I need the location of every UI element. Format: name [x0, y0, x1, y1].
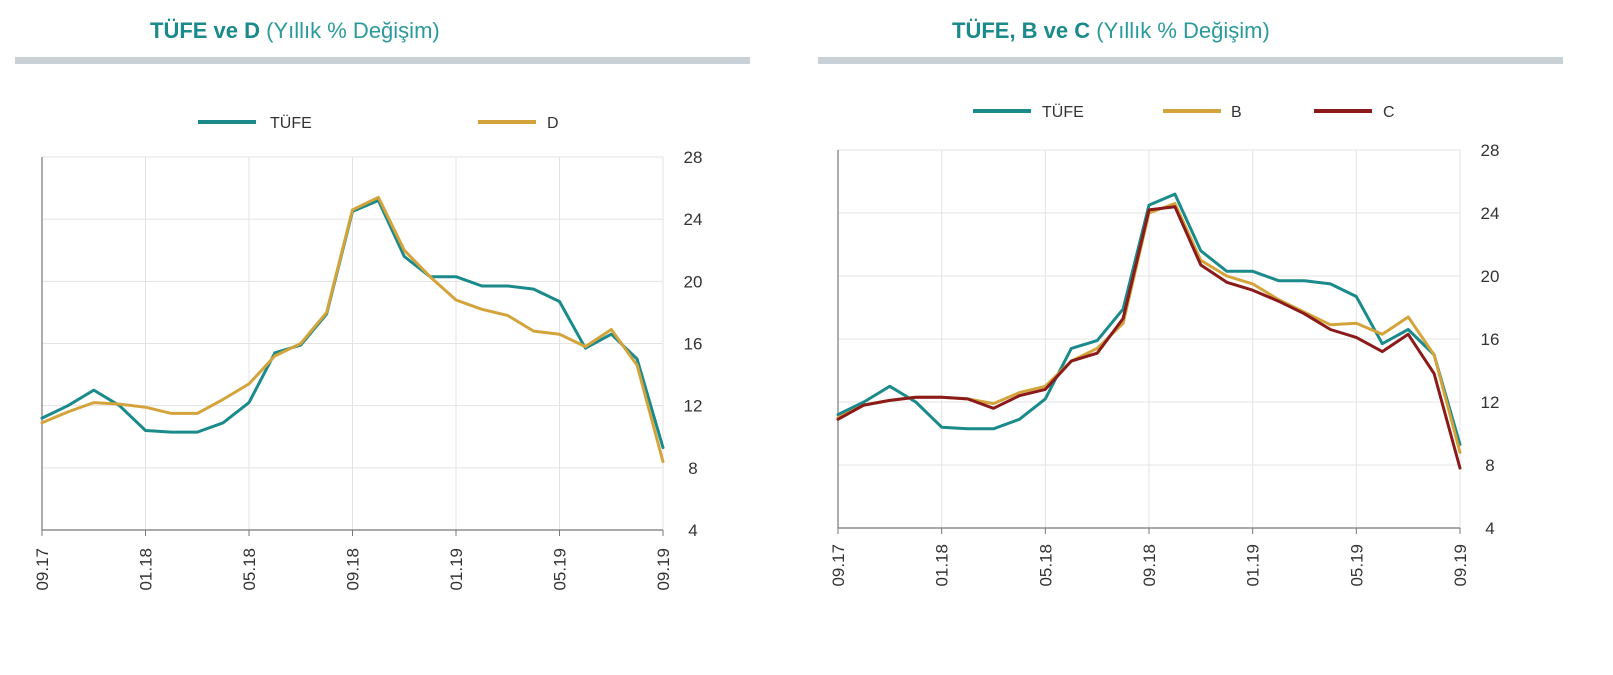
x-tick-label: 01.19	[1244, 544, 1263, 587]
y-tick-label: 12	[684, 397, 703, 416]
x-tick-label: 09.19	[654, 548, 673, 591]
title-divider	[818, 57, 1563, 64]
chart-panel-right: TÜFE, B ve C (Yıllık % Değişim) 4 8 12 16 20…	[818, 0, 1610, 675]
x-tick-label: 05.18	[1036, 544, 1055, 587]
x-tick-label: 09.17	[33, 548, 52, 591]
x-tick-label: 01.18	[933, 544, 952, 587]
x-tick-label: 09.19	[1451, 544, 1470, 587]
x-tick-label: 05.18	[240, 548, 259, 591]
chart-title-sub: (Yıllık % Değişim)	[260, 18, 440, 43]
series-line-d	[40, 195, 665, 464]
series-line-c	[836, 205, 1462, 470]
legend-label: TÜFE	[1042, 103, 1084, 121]
y-tick-label: 24	[1481, 204, 1500, 223]
y-tick-label: 16	[684, 335, 703, 354]
chart-title-strong: TÜFE ve D	[150, 18, 261, 43]
y-tick-label: 16	[1481, 330, 1500, 349]
chart-panel-left: TÜFE ve D (Yıllık % Değişim) 4 8 12 16 20 24 2…	[0, 0, 780, 675]
legend-label: C	[1383, 104, 1395, 121]
x-tick-label: 09.18	[344, 548, 363, 591]
x-tick-label: 01.18	[137, 548, 156, 591]
y-tick-label: 4	[1485, 519, 1494, 538]
x-tick-label: 09.17	[829, 544, 848, 587]
y-tick-label: 12	[1481, 393, 1500, 412]
line-chart: 4 8 12 16 20 24 28 09.17 01.18 05.18 09.18 01.19 05.…	[33, 114, 703, 591]
x-tick-label: 01.19	[447, 548, 466, 591]
title-divider	[15, 57, 750, 64]
chart-title-sub: (Yıllık % Değişim)	[1090, 18, 1270, 43]
x-tick-label: 05.19	[1347, 544, 1366, 587]
y-tick-label: 8	[688, 459, 697, 478]
series-line-t-fe	[836, 192, 1462, 446]
y-tick-label: 4	[688, 521, 697, 540]
y-tick-label: 28	[1481, 141, 1500, 160]
chart-title: TÜFE ve D (Yıllık % Değişim)	[150, 18, 440, 44]
x-tick-label: 09.18	[1140, 544, 1159, 587]
y-tick-label: 20	[1481, 267, 1500, 286]
line-chart: 4 8 12 16 20 24 28 09.17 01.18 05.18 09.18 01.19 05.…	[829, 103, 1500, 587]
chart-title: TÜFE, B ve C (Yıllık % Değişim)	[952, 18, 1270, 44]
y-tick-label: 20	[684, 272, 703, 291]
legend-label: TÜFE	[270, 114, 312, 132]
x-tick-label: 05.19	[551, 548, 570, 591]
legend-label: D	[547, 115, 559, 132]
y-tick-label: 28	[684, 148, 703, 167]
y-tick-label: 8	[1485, 456, 1494, 475]
chart-title-strong: TÜFE, B ve C	[952, 18, 1091, 43]
legend-label: B	[1231, 104, 1242, 121]
y-tick-label: 24	[684, 210, 703, 229]
